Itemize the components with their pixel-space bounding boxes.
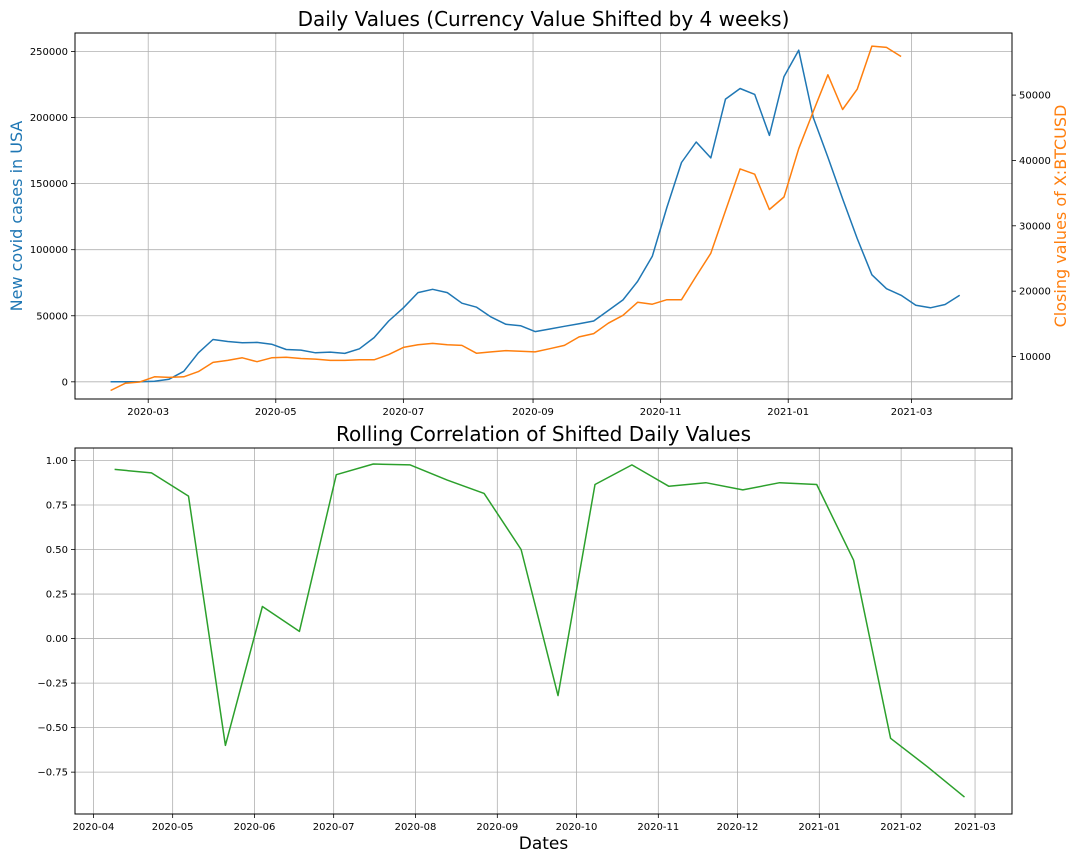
top-y-left-tick-label: 150000 [30, 179, 68, 190]
bottom-y-tick-label: 0.25 [46, 590, 68, 601]
bottom-y-tick-label: 0.50 [46, 545, 68, 556]
top-y-right-tick-label: 30000 [1019, 221, 1051, 232]
bottom-x-axis-label: Dates [519, 834, 569, 854]
top-y-left-tick-label: 0 [62, 377, 68, 388]
top-x-tick-label: 2020-11 [640, 407, 682, 418]
top-y-left-tick-label: 250000 [30, 47, 68, 58]
bottom-y-tick-label: −0.50 [37, 723, 68, 734]
bottom-x-tick-label: 2021-02 [880, 822, 922, 833]
rolling-correlation-series-line [114, 463, 965, 798]
bottom-y-tick-label: −0.75 [37, 768, 68, 779]
top-y-axis-label-left: New covid cases in USA [7, 121, 26, 312]
bottom-ticks: 2020-04 2020-05 2020-06 2020-07 2020-08 2020-… [37, 456, 996, 833]
bottom-x-tick-label: 2020-08 [395, 822, 437, 833]
top-y-left-tick-label: 200000 [30, 113, 68, 124]
bottom-x-tick-label: 2021-01 [798, 822, 840, 833]
bottom-x-tick-label: 2020-12 [717, 822, 759, 833]
btcusd-series-line [110, 45, 902, 392]
bottom-chart-title: Rolling Correlation of Shifted Daily Val… [336, 422, 751, 446]
covid-cases-series-line [110, 49, 961, 383]
top-chart: 2020-03 2020-05 2020-07 2020-09 2020-11 2021-… [7, 7, 1070, 418]
bottom-x-tick-label: 2020-05 [152, 822, 194, 833]
top-y-right-tick-label: 40000 [1019, 156, 1051, 167]
bottom-x-tick-label: 2020-09 [476, 822, 518, 833]
bottom-chart: 2020-04 2020-05 2020-06 2020-07 2020-08 2020-… [37, 422, 1013, 854]
top-y-right-tick-label: 20000 [1019, 287, 1051, 298]
top-y-right-tick-label: 10000 [1019, 352, 1051, 363]
bottom-y-tick-label: 1.00 [46, 456, 68, 467]
top-y-left-tick-label: 100000 [30, 245, 68, 256]
top-chart-title: Daily Values (Currency Value Shifted by … [298, 7, 790, 31]
bottom-y-tick-label: −0.25 [37, 679, 68, 690]
bottom-x-tick-label: 2020-04 [73, 822, 115, 833]
top-y-right-tick-label: 50000 [1019, 91, 1051, 102]
top-y-left-tick-label: 50000 [36, 311, 68, 322]
top-x-tick-label: 2021-03 [891, 407, 933, 418]
top-y-axis-label-right: Closing values of X:BTCUSD [1051, 105, 1070, 328]
top-plot-frame [74, 32, 1013, 400]
top-grid [75, 33, 1012, 399]
bottom-y-tick-label: 0.00 [46, 634, 68, 645]
top-series [110, 45, 961, 392]
bottom-plot-frame [74, 447, 1013, 815]
bottom-grid [75, 448, 1012, 814]
top-x-tick-label: 2021-01 [767, 407, 809, 418]
top-x-tick-label: 2020-07 [382, 407, 424, 418]
top-x-tick-label: 2020-05 [255, 407, 297, 418]
bottom-x-tick-label: 2020-11 [637, 822, 679, 833]
bottom-y-tick-label: 0.75 [46, 500, 68, 511]
bottom-x-tick-label: 2020-10 [556, 822, 598, 833]
bottom-series [114, 463, 965, 798]
top-x-tick-label: 2020-09 [512, 407, 554, 418]
bottom-x-tick-label: 2020-07 [313, 822, 355, 833]
bottom-x-tick-label: 2020-06 [234, 822, 276, 833]
top-x-tick-label: 2020-03 [127, 407, 169, 418]
bottom-x-tick-label: 2021-03 [954, 822, 996, 833]
top-ticks: 2020-03 2020-05 2020-07 2020-09 2020-11 2021-… [30, 47, 1051, 418]
